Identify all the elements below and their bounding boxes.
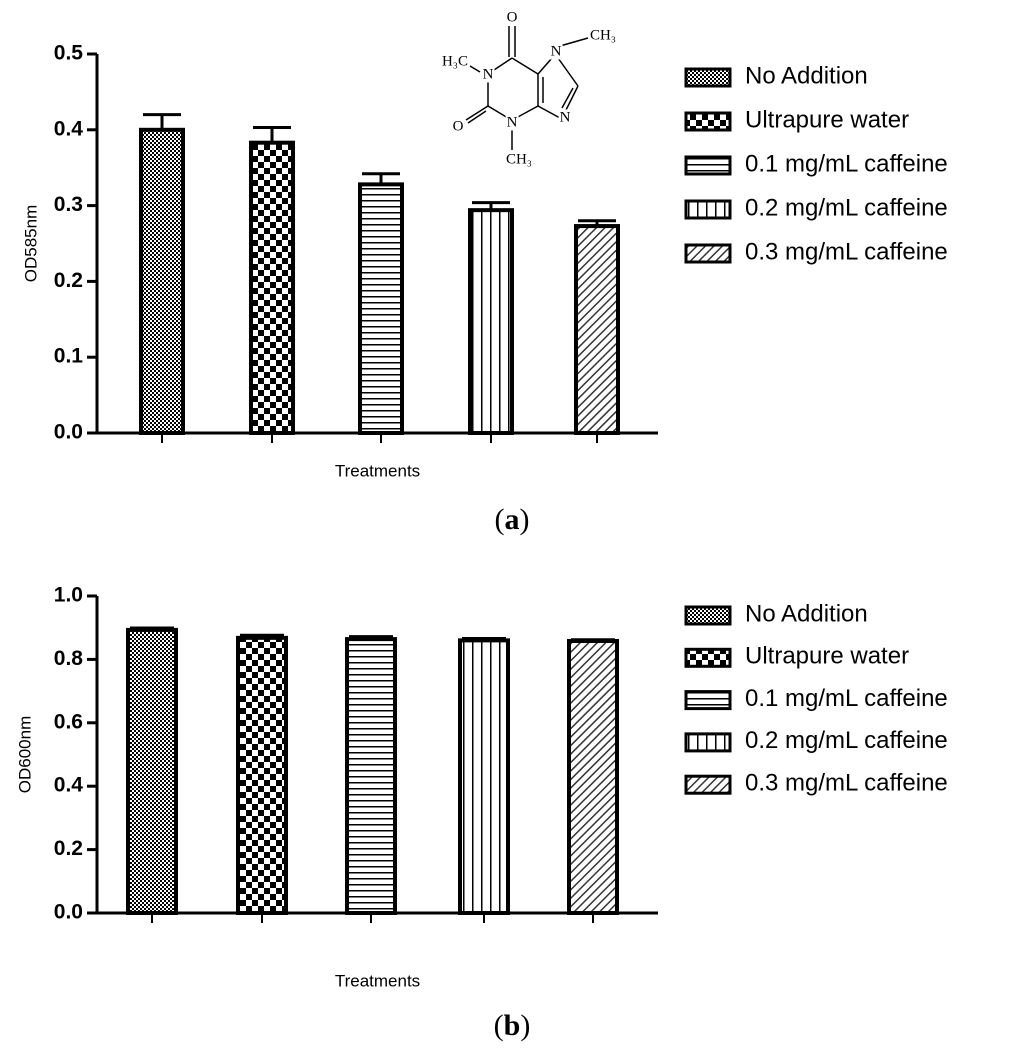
- legend-swatch: [684, 605, 732, 626]
- label-bg: [588, 27, 618, 44]
- caption: (a): [495, 503, 530, 536]
- legend-label: No Addition: [745, 600, 868, 627]
- bar: [249, 140, 295, 435]
- legend-swatch: [684, 647, 732, 668]
- bar: [139, 127, 185, 436]
- y-tick-label: 0.4: [54, 774, 84, 797]
- label-bg: [504, 151, 534, 168]
- y-tick-label: 0.0: [54, 901, 83, 924]
- y-tick-label: 1.0: [54, 584, 83, 607]
- legend-label: 0.3 mg/mL caffeine: [745, 770, 948, 797]
- y-tick-label: 0.5: [54, 42, 84, 65]
- label-bg: [505, 9, 519, 26]
- y-tick-label: 0.0: [54, 421, 83, 444]
- y-axis-label: OD585nm: [21, 205, 40, 282]
- legend-label: 0.1 mg/mL caffeine: [745, 685, 948, 712]
- legend-label: No Addition: [745, 62, 868, 89]
- x-axis-label: Treatments: [335, 461, 420, 480]
- legend-swatch: [684, 774, 732, 795]
- structure-label: N: [560, 109, 571, 125]
- structure-label: N: [507, 114, 518, 130]
- structure-label: N: [483, 66, 494, 82]
- x-axis-label: Treatments: [335, 971, 420, 990]
- legend-swatch: [684, 67, 732, 88]
- caption: (b): [494, 1009, 531, 1042]
- label-bg: [481, 66, 495, 83]
- y-tick-label: 0.3: [54, 193, 83, 216]
- y-tick-label: 0.8: [54, 647, 84, 670]
- label-bg: [549, 43, 563, 60]
- bar: [358, 182, 404, 435]
- legend-swatch: [684, 243, 732, 264]
- caffeine-structure: O CH₃ H₃C N N N O N CH₃: [440, 9, 618, 168]
- legend-label: 0.2 mg/mL caffeine: [745, 194, 948, 221]
- bar: [236, 635, 288, 915]
- structure-label: CH₃: [506, 151, 532, 167]
- y-axis-label: OD600nm: [15, 716, 34, 793]
- structure-label: O: [453, 118, 464, 134]
- y-tick-label: 0.4: [54, 117, 84, 140]
- structure-label: N: [551, 43, 562, 59]
- bar: [126, 627, 178, 915]
- structure-label: H₃C: [442, 53, 468, 69]
- legend-label: 0.3 mg/mL caffeine: [745, 238, 948, 265]
- bar: [468, 208, 514, 435]
- y-tick-label: 0.2: [54, 269, 83, 292]
- structure-label: CH₃: [590, 27, 616, 43]
- y-tick-label: 0.6: [54, 710, 83, 733]
- legend-swatch: [684, 690, 732, 711]
- legend-label: Ultrapure water: [745, 643, 909, 670]
- structure-label: O: [507, 9, 518, 25]
- y-tick-label: 0.1: [54, 345, 84, 368]
- bar: [574, 224, 620, 435]
- y-tick-label: 0.2: [54, 837, 83, 860]
- legend-swatch: [684, 199, 732, 220]
- bar: [458, 638, 510, 915]
- legend-label: 0.1 mg/mL caffeine: [745, 150, 948, 177]
- bar: [567, 639, 619, 915]
- label-bg: [451, 118, 465, 135]
- legend-label: 0.2 mg/mL caffeine: [745, 727, 948, 754]
- legend-swatch: [684, 111, 732, 132]
- legend-swatch: [684, 732, 732, 753]
- legend-label: Ultrapure water: [745, 106, 909, 133]
- legend-swatch: [684, 155, 732, 176]
- bar: [345, 637, 397, 915]
- label-bg: [440, 53, 470, 70]
- label-bg: [505, 114, 519, 131]
- label-bg: [558, 109, 572, 126]
